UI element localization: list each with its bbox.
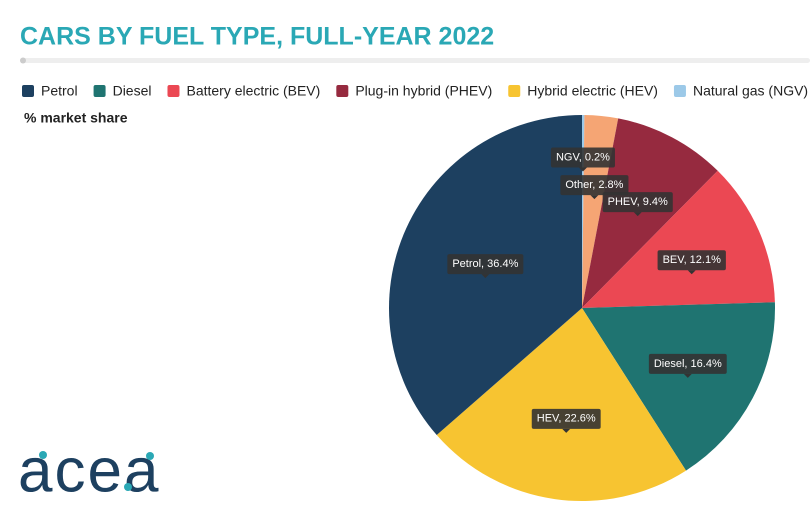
data-label: BEV, 12.1% — [657, 250, 726, 275]
data-label: Diesel, 16.4% — [648, 353, 727, 378]
subtitle: % market share — [24, 110, 128, 126]
legend-label: Battery electric (BEV) — [186, 83, 320, 99]
pie-slice — [582, 302, 775, 471]
pie-slice — [582, 170, 775, 308]
data-label-box — [657, 250, 726, 271]
data-label: HEV, 22.6% — [531, 408, 601, 433]
data-label-pointer — [683, 373, 692, 378]
data-label-pointer — [481, 274, 490, 279]
legend-item: Natural gas (NGV) — [673, 83, 808, 99]
data-label-text: NGV, 0.2% — [556, 151, 610, 163]
data-label: Other, 2.8% — [560, 175, 629, 200]
data-label-pointer — [590, 195, 599, 200]
data-labels: NGV, 0.2% Other, 2.8% PHEV, 9.4% BEV, 12.1%… — [447, 147, 727, 433]
data-label-text: Other, 2.8% — [565, 179, 623, 191]
pie — [389, 115, 775, 501]
legend-item: Plug-in hybrid (PHEV) — [336, 83, 492, 99]
data-label-pointer — [687, 270, 696, 275]
legend-label: Plug-in hybrid (PHEV) — [355, 83, 492, 99]
data-label-box — [560, 175, 629, 196]
scrollbar-thumb — [20, 57, 26, 64]
data-label-box — [550, 147, 615, 168]
chart-title: CARS BY FUEL TYPE, FULL-YEAR 2022 — [20, 23, 494, 51]
data-label: Petrol, 36.4% — [447, 254, 524, 279]
data-label-text: Diesel, 16.4% — [654, 358, 722, 370]
legend-item: Hybrid electric (HEV) — [508, 83, 658, 99]
legend-swatch — [22, 85, 34, 97]
logo-dot — [124, 483, 132, 491]
data-label-box — [531, 408, 601, 429]
data-label-text: HEV, 22.6% — [537, 413, 596, 425]
logo-dot — [146, 452, 154, 460]
scrollbar — [20, 58, 810, 63]
legend-label: Petrol — [41, 83, 78, 99]
data-label: NGV, 0.2% — [550, 147, 615, 172]
data-label-text: BEV, 12.1% — [663, 254, 722, 266]
data-label-pointer — [562, 428, 571, 433]
legend-item: Diesel — [93, 83, 152, 99]
legend-item: Petrol — [22, 83, 78, 99]
data-label-pointer — [633, 212, 642, 217]
legend-item: Battery electric (BEV) — [167, 83, 320, 99]
legend-swatch — [93, 85, 106, 97]
legend-label: Natural gas (NGV) — [693, 83, 808, 99]
logo: acea — [18, 436, 160, 505]
data-label-text: Petrol, 36.4% — [452, 258, 518, 270]
legend-swatch — [508, 85, 521, 97]
pie-slice — [436, 308, 687, 501]
legend: Petrol Diesel Battery electric (BEV) Plug-i… — [22, 83, 808, 99]
legend-label: Hybrid electric (HEV) — [527, 83, 658, 99]
data-label-box — [648, 353, 727, 374]
data-label-box — [447, 254, 524, 275]
data-label-pointer — [578, 167, 587, 172]
legend-swatch — [167, 85, 180, 97]
data-label-text: PHEV, 9.4% — [608, 196, 668, 208]
logo-dot — [39, 451, 47, 459]
legend-label: Diesel — [113, 83, 152, 99]
legend-swatch — [673, 85, 686, 97]
data-label: PHEV, 9.4% — [602, 192, 673, 217]
legend-swatch — [336, 85, 349, 97]
data-label-box — [602, 192, 673, 213]
pie-slice — [582, 118, 718, 308]
